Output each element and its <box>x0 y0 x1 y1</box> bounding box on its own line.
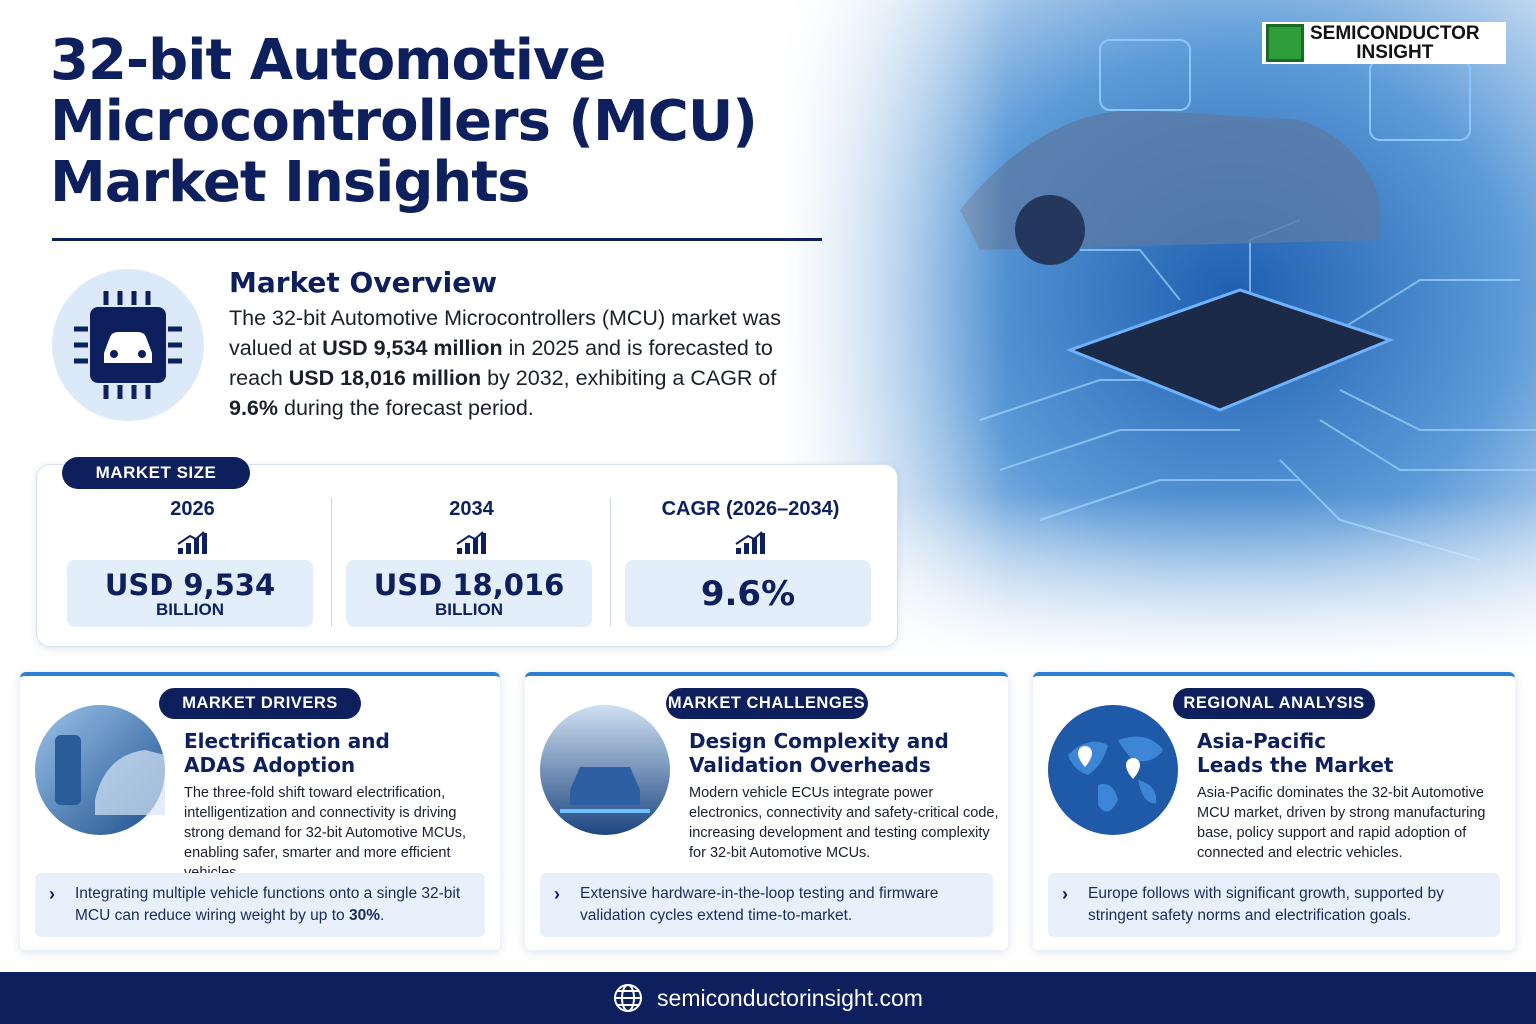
text-run: The 32-bit Automotive Microcontrollers (… <box>229 306 781 360</box>
title-line: Market Insights <box>50 150 530 215</box>
panel-heading: Electrification and ADAS Adoption <box>184 729 390 777</box>
panel-heading-line: ADAS Adoption <box>184 753 356 777</box>
title-rule <box>52 238 822 241</box>
emphasis: USD 18,016 million <box>288 366 482 390</box>
title: 32-bit Automotive Microcontrollers (MCU)… <box>50 28 758 215</box>
divider <box>610 498 611 626</box>
size-value-box: USD 18,016 BILLION <box>346 560 592 627</box>
chevron: › <box>1062 884 1068 904</box>
size-year: CAGR (2026–2034) <box>661 498 840 520</box>
growth-icon <box>455 530 487 561</box>
size-value-box: 9.6% <box>625 560 871 627</box>
globe-icon <box>614 984 643 1012</box>
footer-url[interactable]: semiconductorinsight.com <box>657 984 923 1011</box>
panel-image-svg <box>540 705 670 835</box>
panel-image <box>1048 705 1178 840</box>
logo-icon <box>1266 24 1304 62</box>
text-run: . <box>380 907 385 924</box>
logo: SEMICONDUCTOR INSIGHT <box>1262 22 1506 64</box>
note-box: › Integrating multiple vehicle functions … <box>35 873 485 937</box>
panel-heading-line: Leads the Market <box>1197 753 1394 777</box>
title-line: 32-bit Automotive <box>50 28 606 93</box>
note-box: › Extensive hardware-in-the-loop testing … <box>540 873 993 937</box>
growth-icon-svg <box>177 531 207 554</box>
size-year: 2034 <box>449 498 494 520</box>
text-run: during the forecast period. <box>278 396 534 420</box>
size-unit: BILLION <box>435 599 503 619</box>
panel-image-svg <box>35 705 165 835</box>
panel-heading-line: Validation Overheads <box>689 753 931 777</box>
text-run: in 2025 and is forecasted to reach <box>229 336 773 390</box>
size-value-box: USD 9,534 BILLION <box>67 560 313 627</box>
emphasis: 9.6% <box>229 396 279 420</box>
section-label: MARKET CHALLENGES <box>665 688 868 719</box>
panel-image <box>35 705 165 840</box>
note-box: › Europe follows with significant growth,… <box>1048 873 1500 937</box>
panel-text: The three-fold shift toward electrificat… <box>184 785 467 881</box>
panel-text: Asia-Pacific dominates the 32-bit Automo… <box>1197 785 1486 861</box>
panel-heading-line: Asia-Pacific <box>1197 729 1327 753</box>
divider <box>331 498 332 626</box>
size-year: 2026 <box>170 498 215 520</box>
chevron: › <box>49 884 55 904</box>
footer: semiconductorinsight.com <box>0 972 1536 1024</box>
panel-heading: Asia-Pacific Leads the Market <box>1197 729 1393 777</box>
size-value: 9.6% <box>700 573 796 614</box>
panel-image <box>540 705 670 840</box>
logo-text: SEMICONDUCTOR INSIGHT <box>1310 24 1480 62</box>
title-line: Microcontrollers (MCU) <box>50 89 758 154</box>
text-run: Integrating multiple vehicle functions o… <box>75 885 461 924</box>
text-run: by 2032, exhibiting a CAGR of <box>481 366 777 390</box>
size-unit: BILLION <box>156 599 224 619</box>
growth-icon <box>734 530 766 561</box>
emphasis: 30% <box>348 907 380 924</box>
panel-heading-line: Electrification and <box>184 729 390 753</box>
panel-heading-line: Design Complexity and <box>689 729 949 753</box>
section-label: MARKET DRIVERS <box>159 688 361 719</box>
text-run: Europe follows with significant growth, … <box>1088 885 1444 924</box>
panel-text: Modern vehicle ECUs integrate power elec… <box>689 785 999 861</box>
panel-heading: Design Complexity and Validation Overhead… <box>689 729 949 777</box>
size-value: USD 18,016 <box>373 567 565 602</box>
size-value: USD 9,534 <box>104 567 276 602</box>
overview-text: The 32-bit Automotive Microcontrollers (… <box>229 303 829 423</box>
chevron: › <box>554 884 560 904</box>
emphasis: USD 9,534 million <box>322 336 503 360</box>
logo-line: INSIGHT <box>1356 42 1434 63</box>
growth-icon <box>176 530 208 561</box>
panel-image-svg <box>1048 705 1178 835</box>
section-label: MARKET SIZE <box>62 457 250 489</box>
growth-icon-svg <box>735 531 765 554</box>
section-label: REGIONAL ANALYSIS <box>1173 688 1375 719</box>
hero-image <box>780 0 1536 660</box>
growth-icon-svg <box>456 531 486 554</box>
logo-line: SEMICONDUCTOR <box>1310 23 1480 44</box>
text-run: Extensive hardware-in-the-loop testing a… <box>580 885 939 924</box>
overview-heading: Market Overview <box>229 266 498 299</box>
overview-icon <box>52 269 204 421</box>
